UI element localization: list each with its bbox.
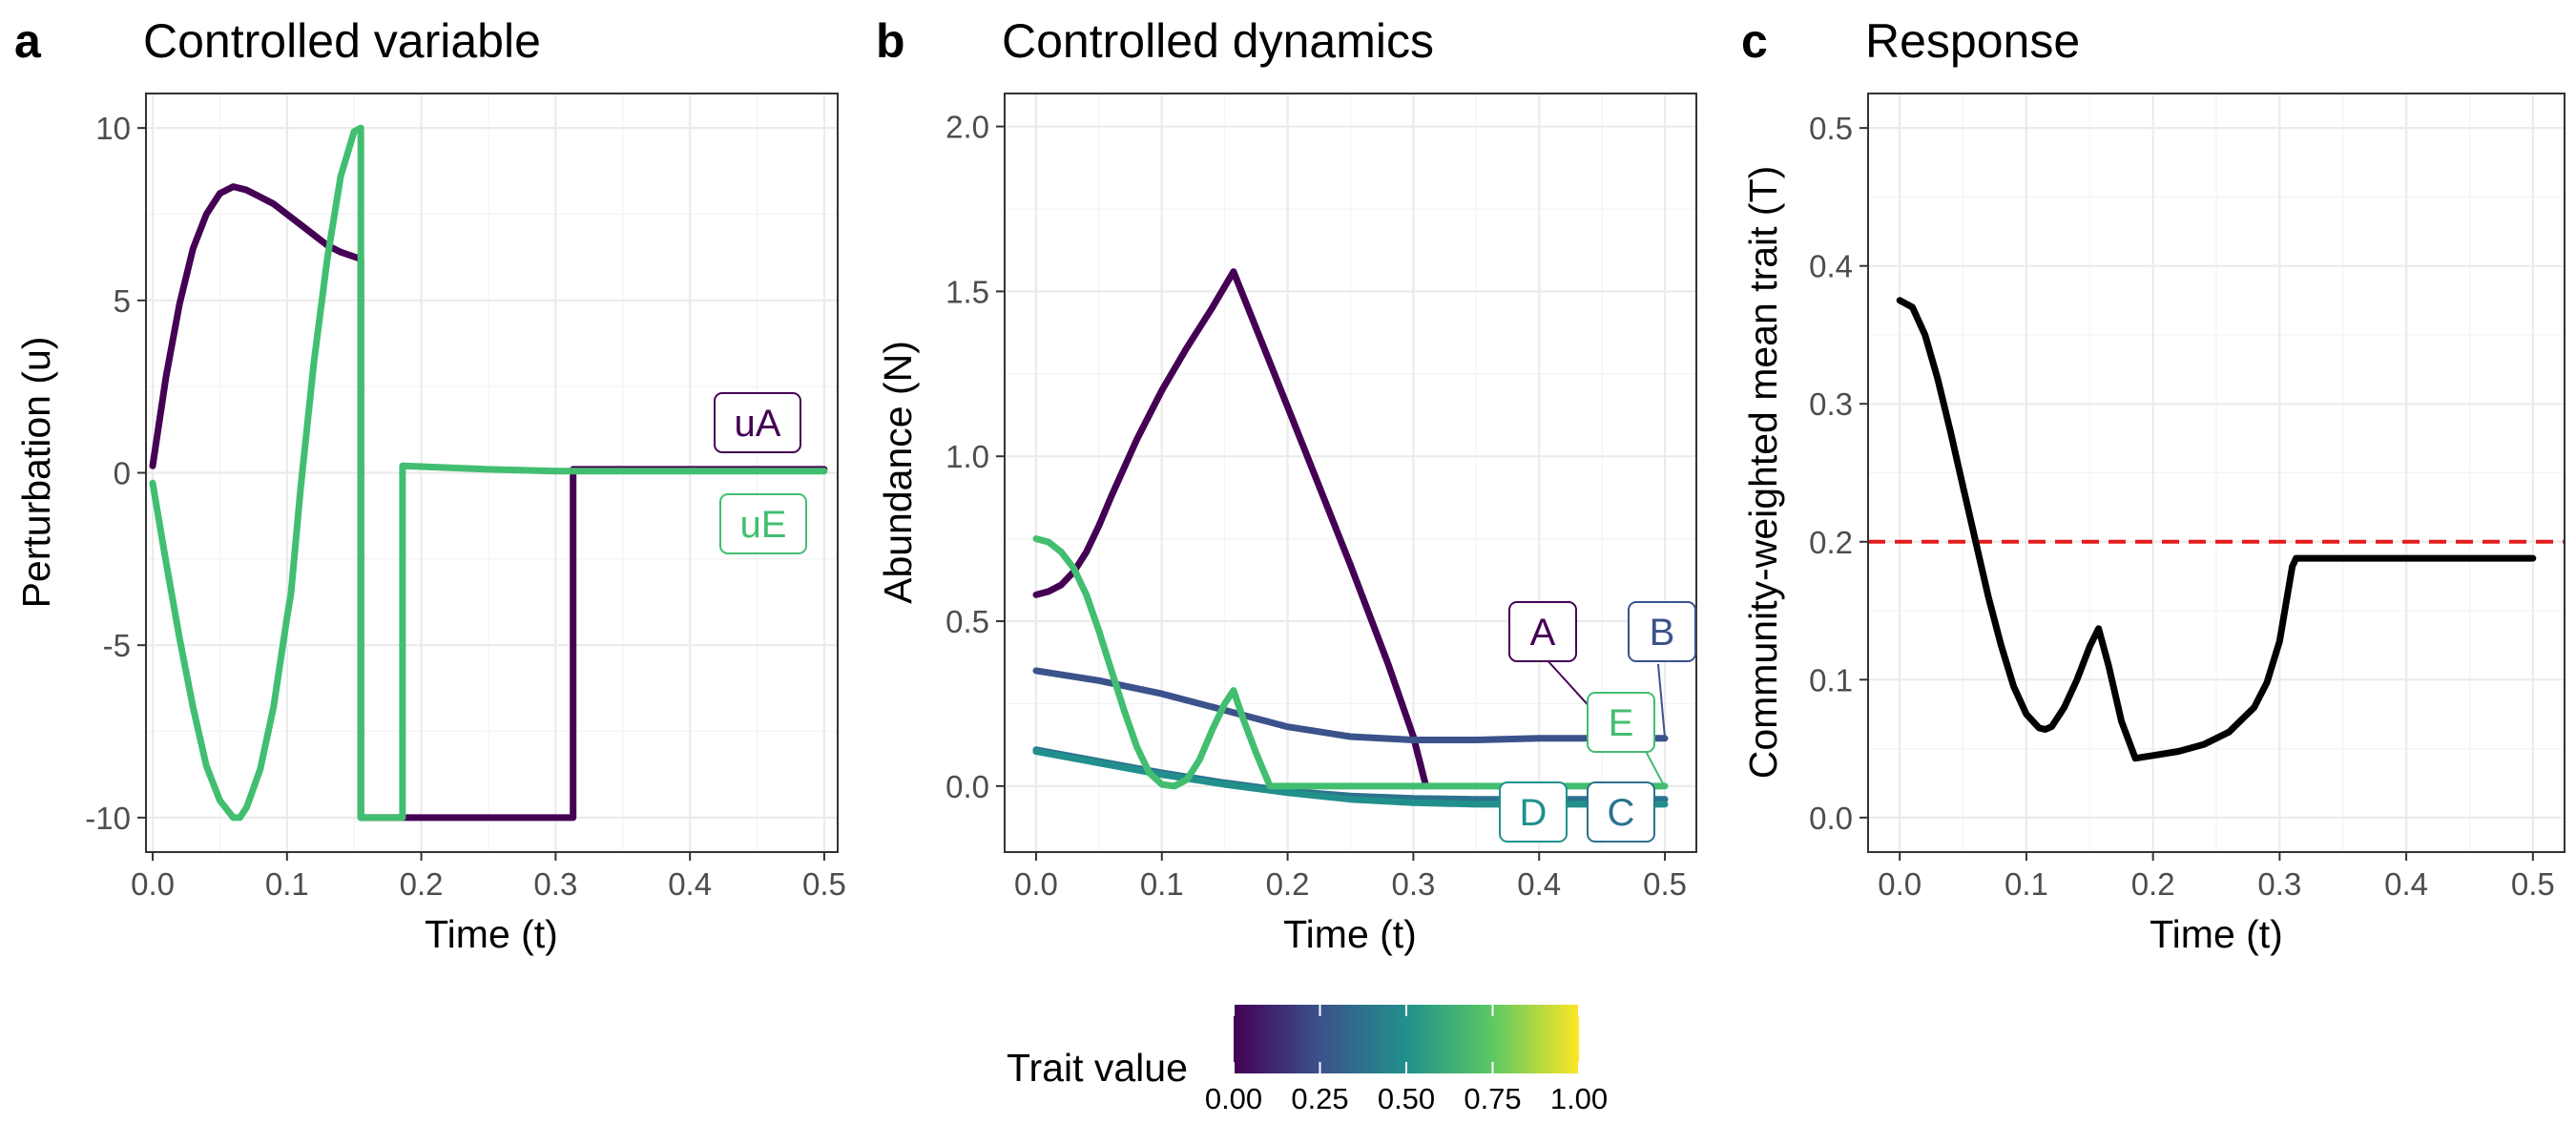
y-tick-label: -5 <box>103 628 131 663</box>
label-box <box>1587 781 1655 843</box>
x-tick-label: 0.1 <box>1140 866 1184 902</box>
x-tick-label: 0.2 <box>2131 866 2175 902</box>
series-layer <box>149 124 828 822</box>
x-axis-title: Time (t) <box>425 912 558 956</box>
panel-a: a Controlled variable 0.0 0.1 0.2 0.3 0.4 0.5… <box>14 14 846 956</box>
series-line <box>1896 297 2537 762</box>
tick-labels: 0.0 0.1 0.2 0.3 0.4 0.5 0.0 0.5 1.0 1.5 2.0 <box>945 110 1687 902</box>
label-text: C <box>1608 792 1635 834</box>
x-tick-label: 0.0 <box>131 866 175 902</box>
legend-ticks: 0.00 0.25 0.50 0.75 1.00 <box>1205 1005 1608 1115</box>
y-tick-label: -10 <box>85 801 131 836</box>
x-tick-label: 0.0 <box>1878 866 1922 902</box>
panel-b: b Controlled dynamics 0.0 0.1 0.2 0.3 0.4 0.5… <box>876 14 1697 956</box>
x-tick-label: 0.2 <box>1266 866 1310 902</box>
leader-line-a <box>1545 657 1594 712</box>
x-tick-label: 0.5 <box>1643 866 1687 902</box>
legend-tick-label: 0.25 <box>1291 1082 1348 1115</box>
gridlines <box>1005 94 1696 852</box>
series-label-d: D <box>1499 781 1568 843</box>
legend-title: Trait value <box>1007 1046 1188 1090</box>
x-tick-label: 0.5 <box>2511 866 2555 902</box>
y-tick-label: 10 <box>95 111 131 146</box>
x-tick-label: 0.4 <box>668 866 712 902</box>
series-line-ue <box>149 124 828 822</box>
series-label-a: A <box>1508 601 1577 662</box>
label-text: A <box>1530 612 1556 654</box>
label-box <box>714 392 801 453</box>
label-text: uE <box>740 504 787 546</box>
legend-tick-label: 0.00 <box>1205 1082 1262 1115</box>
series-line-e <box>1032 535 1669 790</box>
panel-title: Response <box>1865 14 2080 68</box>
x-axis-title: Time (t) <box>1283 912 1417 956</box>
leader-line-b <box>1657 663 1666 739</box>
y-tick-label: 2.0 <box>945 110 989 145</box>
y-tick-label: 0 <box>114 456 131 491</box>
panel-c: c Response 0.0 0.1 0.2 0.3 0.4 0.50.00.10.20.… <box>1741 14 2566 956</box>
legend-tick-label: 0.75 <box>1464 1082 1521 1115</box>
y-tick-label: 0.0 <box>1809 801 1853 836</box>
x-axis-title: Time (t) <box>2150 912 2283 956</box>
y-tick-label: 0.3 <box>1809 386 1853 422</box>
label-box <box>1628 601 1696 662</box>
label-text: E <box>1609 702 1634 744</box>
x-tick-label: 0.3 <box>533 866 577 902</box>
label-box <box>1508 601 1577 662</box>
y-tick-label: 0.0 <box>945 769 989 804</box>
panel-title: Controlled dynamics <box>1002 14 1434 68</box>
series-line-a <box>1032 268 1430 790</box>
y-tick-label: 0.5 <box>1809 111 1853 146</box>
label-text: B <box>1650 612 1675 654</box>
tick-labels: 0.0 0.1 0.2 0.3 0.4 0.5 -10 -5 0 5 10 <box>85 111 846 902</box>
series-label-ua: uA <box>714 392 801 453</box>
y-tick-label: 0.2 <box>1809 525 1853 560</box>
label-text: D <box>1520 792 1548 834</box>
y-tick-label: 0.4 <box>1809 249 1853 284</box>
label-box <box>1587 692 1655 753</box>
color-legend: Trait value 0.00 0.25 0.50 0.75 1.00 <box>1007 1005 1608 1115</box>
y-axis-title: Abundance (N) <box>876 341 920 604</box>
x-tick-label: 0.4 <box>1517 866 1561 902</box>
y-tick-label: 5 <box>114 283 131 319</box>
label-box <box>719 493 807 554</box>
y-tick-label: 1.5 <box>945 274 989 309</box>
label-box <box>1499 781 1568 843</box>
tick-labels: 0.0 0.1 0.2 0.3 0.4 0.5 0.0 0.1 0.2 0.3 0.4 0.5 <box>1809 111 2555 902</box>
x-tick-label: 0.2 <box>400 866 444 902</box>
plot-frame <box>1004 93 1697 853</box>
x-tick-label: 0.1 <box>265 866 309 902</box>
x-tick-label: 0.0 <box>1014 866 1058 902</box>
series-label-ue: uE <box>719 493 807 554</box>
panel-letter: c <box>1741 14 1768 68</box>
series-label-e: E <box>1587 692 1655 753</box>
series-layer <box>1868 297 2565 762</box>
y-axis-title: Community-weighted mean trait (T) <box>1741 166 1785 780</box>
x-tick-label: 0.3 <box>1391 866 1435 902</box>
label-text: uA <box>735 403 781 445</box>
legend-tick-label: 1.00 <box>1550 1082 1608 1115</box>
series-line-b <box>1032 667 1669 743</box>
x-tick-label: 0.4 <box>2384 866 2428 902</box>
legend-tick-label: 0.50 <box>1378 1082 1435 1115</box>
y-tick-label: 1.0 <box>945 439 989 474</box>
plot-frame <box>1867 93 2566 853</box>
panel-title: Controlled variable <box>143 14 541 68</box>
series-label-c: C <box>1587 781 1655 843</box>
x-tick-label: 0.3 <box>2257 866 2301 902</box>
x-tick-label: 0.1 <box>2005 866 2048 902</box>
x-tick-label: 0.5 <box>802 866 846 902</box>
series-label-b: B <box>1628 601 1696 662</box>
y-axis-title: Perturbation (u) <box>14 337 58 609</box>
y-tick-label: 0.5 <box>945 604 989 639</box>
panel-letter: a <box>14 14 42 68</box>
y-tick-label: 0.1 <box>1809 662 1853 697</box>
panel-letter: b <box>876 14 905 68</box>
